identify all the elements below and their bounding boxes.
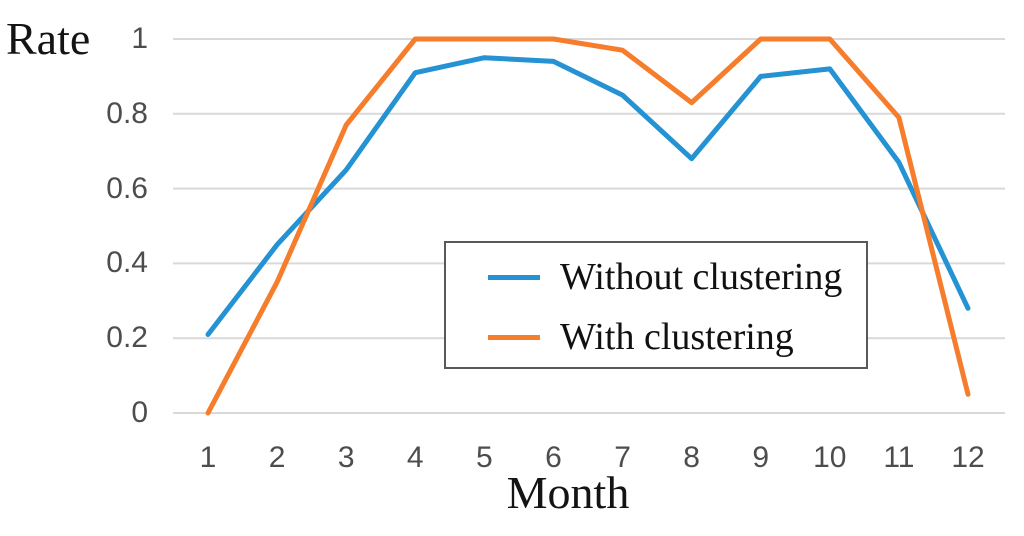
- y-tick-label-1: 1: [131, 22, 148, 55]
- y-tick-label-0.8: 0.8: [106, 96, 148, 130]
- y-tick-label-0.6: 0.6: [106, 171, 148, 205]
- x-tick-label-11: 11: [883, 441, 915, 474]
- x-tick-label-3: 3: [337, 441, 355, 474]
- legend-item-without-clustering: Without clustering: [488, 247, 866, 307]
- x-axis-title: Month: [506, 467, 630, 518]
- y-tick-label-0.4: 0.4: [106, 246, 148, 280]
- legend-label-without-clustering: Without clustering: [560, 256, 843, 298]
- x-tick-label-5: 5: [476, 441, 493, 474]
- x-tick-label-9: 9: [752, 441, 770, 474]
- x-tick-label-10: 10: [813, 441, 847, 474]
- x-tick-label-8: 8: [683, 441, 700, 474]
- y-axis-title: Rate: [6, 13, 91, 64]
- x-tick-label-4: 4: [406, 441, 424, 474]
- legend-swatch-blue-line-icon: [488, 274, 540, 280]
- legend: Without clustering With clustering: [444, 241, 868, 369]
- series-line-without-clustering: [205, 55, 971, 337]
- y-tick-label-0: 0: [131, 396, 148, 429]
- y-tick-label-0.2: 0.2: [106, 321, 148, 355]
- legend-item-with-clustering: With clustering: [488, 307, 866, 367]
- x-tick-label-7: 7: [614, 441, 631, 474]
- series-line-with-clustering: [205, 36, 971, 416]
- x-tick-label-2: 2: [268, 441, 286, 474]
- x-tick-label-1: 1: [199, 441, 217, 474]
- legend-label-with-clustering: With clustering: [560, 316, 794, 358]
- x-tick-label-6: 6: [545, 441, 562, 474]
- legend-swatch-orange-line-icon: [488, 334, 540, 340]
- series-lines: [205, 36, 971, 416]
- x-tick-label-12: 12: [951, 441, 985, 474]
